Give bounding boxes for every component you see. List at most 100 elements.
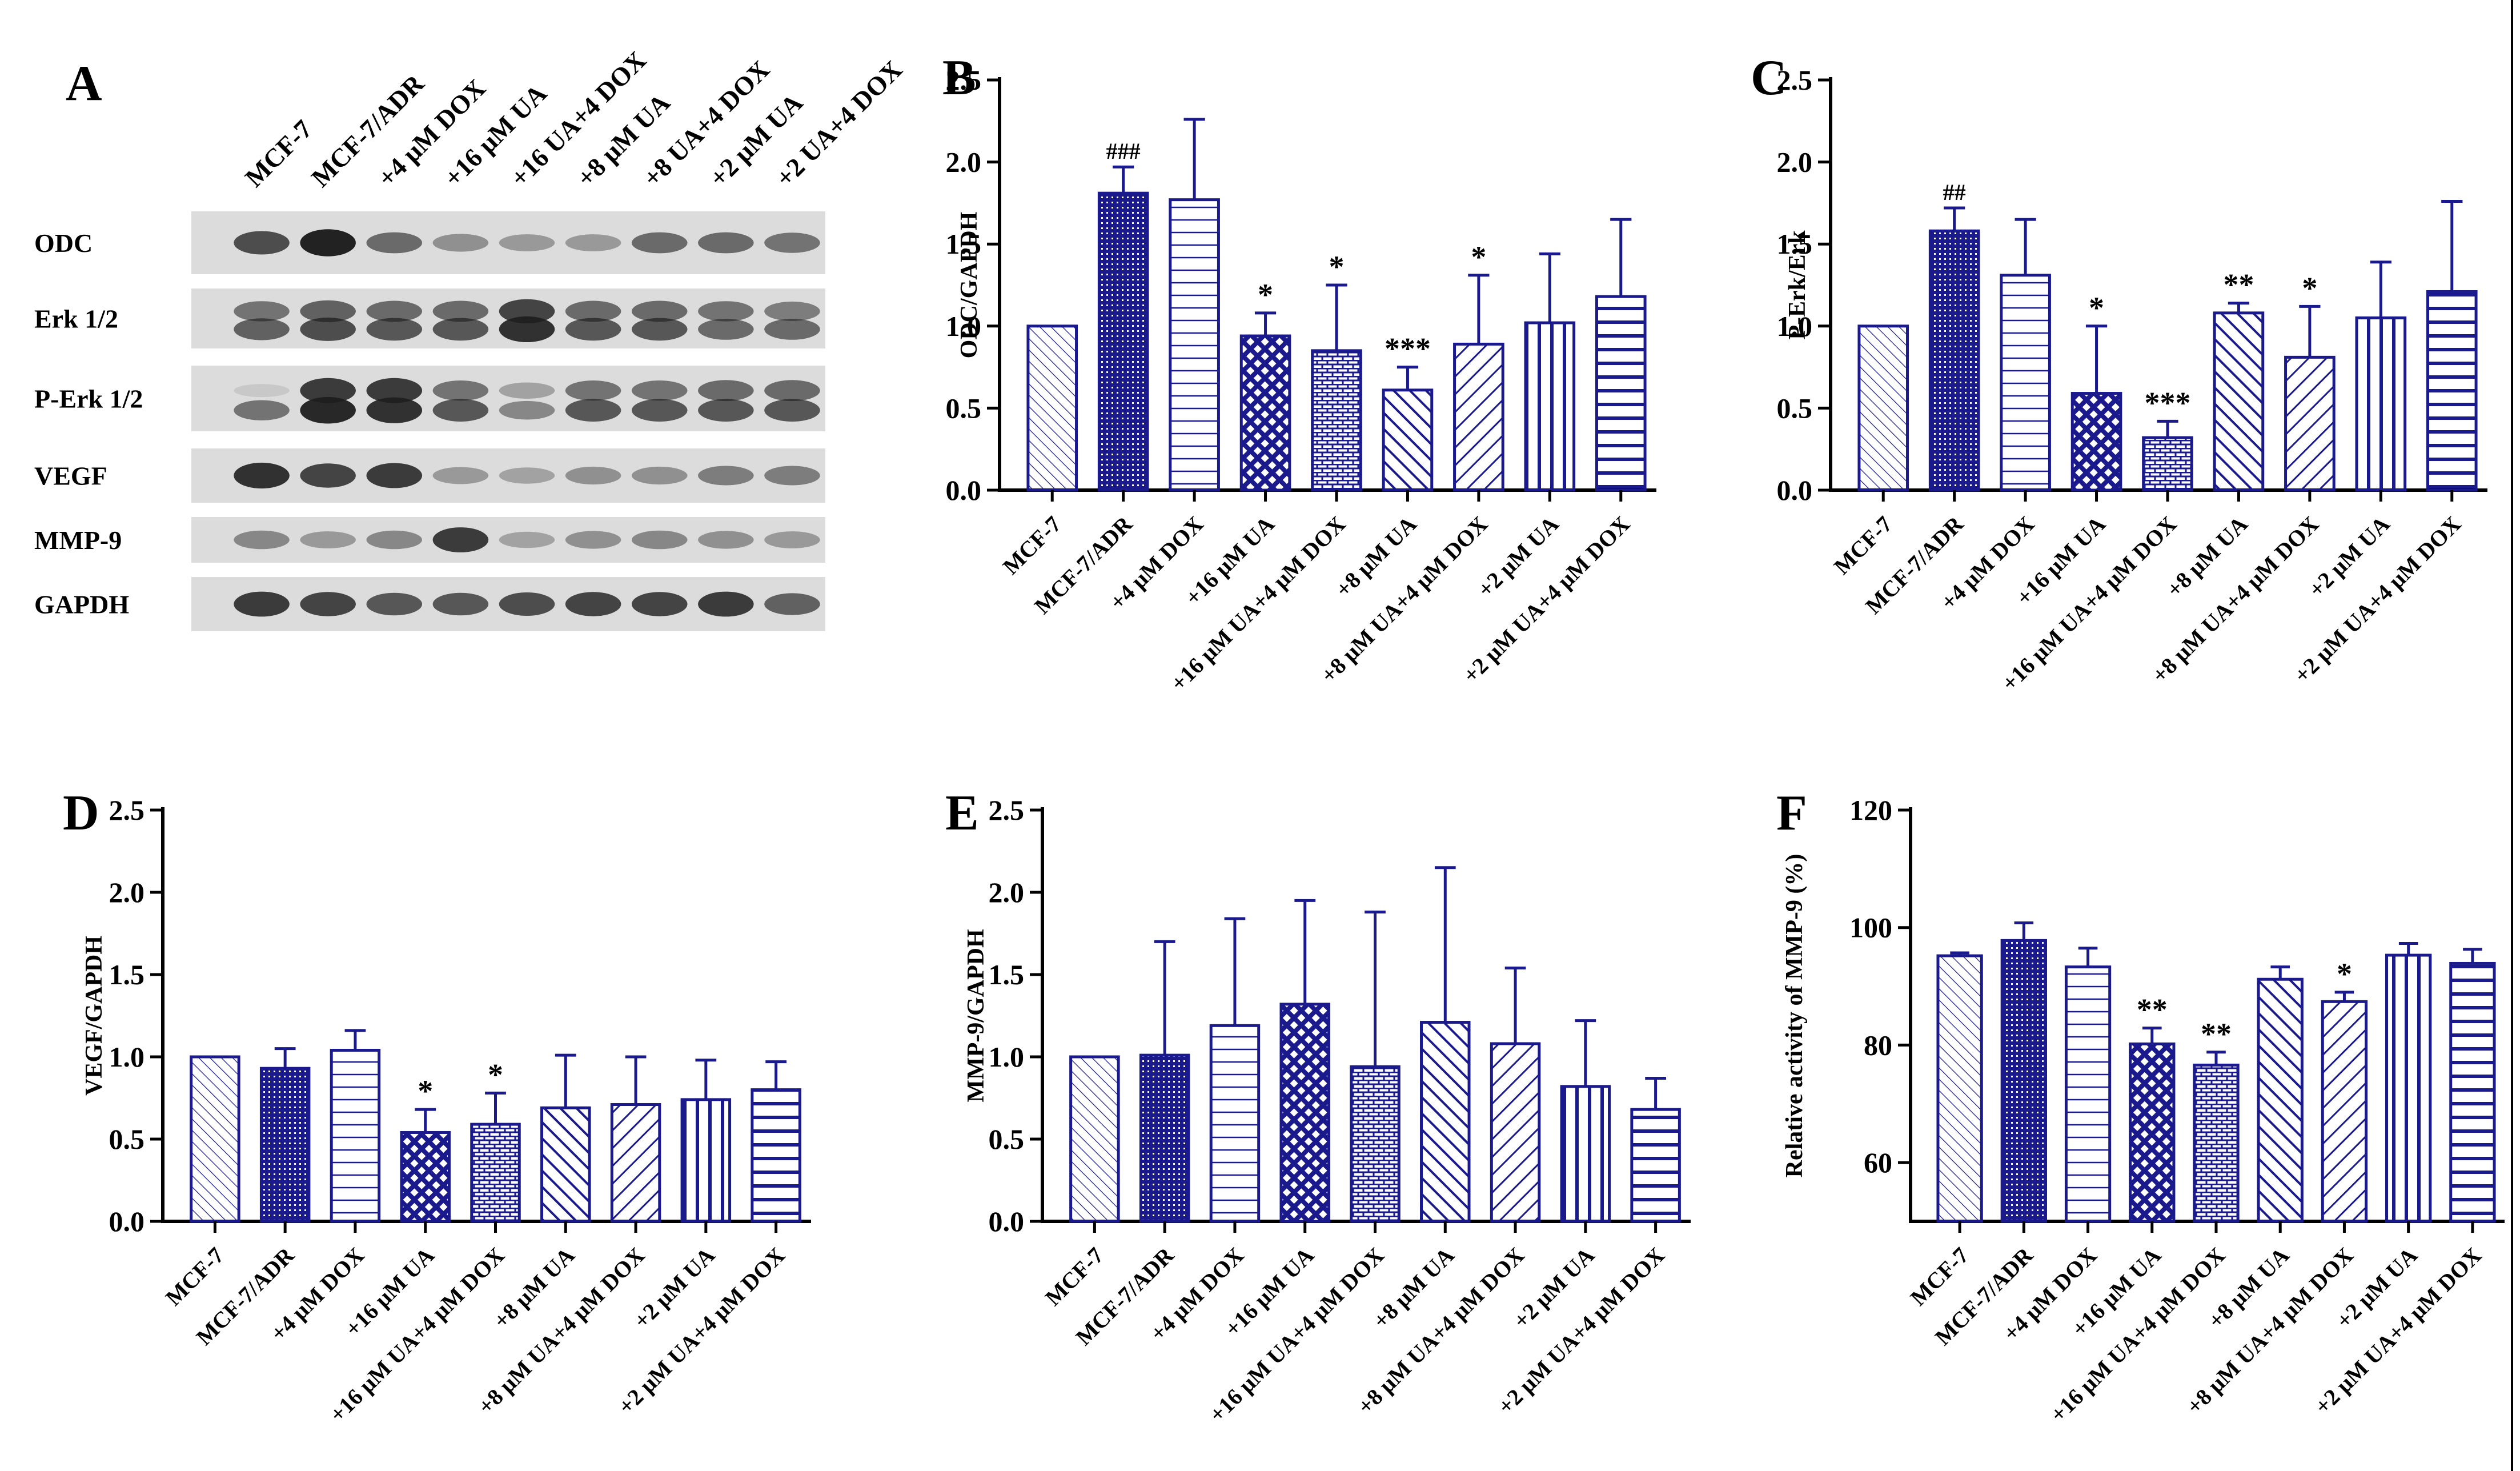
y-tick-label: 1.5 xyxy=(946,228,982,260)
blot-band xyxy=(499,400,555,420)
y-tick-label: 1.5 xyxy=(109,959,145,991)
y-tick-label: 1.0 xyxy=(946,310,982,342)
significance-mark: ** xyxy=(2137,993,2168,1027)
blot-band xyxy=(764,399,820,422)
blot-band xyxy=(300,463,356,488)
bar-plus-16-um-uaplus-4-um-dox xyxy=(1350,1065,1401,1223)
significance-mark: *** xyxy=(1385,332,1431,366)
blot-row-vegf: VEGF xyxy=(34,448,825,503)
bar-plus-16-um-uaplus-4-um-dox xyxy=(470,1123,521,1223)
bar-plus-8-um-ua xyxy=(2257,977,2304,1223)
significance-mark: ### xyxy=(1106,138,1141,164)
blot-rows: ODC Erk 1/2 P-Erk 1/2 VEGF MMP-9 GAPDH xyxy=(34,211,825,631)
y-tick-label: 2.0 xyxy=(1777,146,1813,178)
blot-band xyxy=(432,399,489,422)
panel-letter-c: C xyxy=(1751,50,1787,106)
blot-band xyxy=(366,318,423,341)
y-axis-label: P-Erk/Erk xyxy=(1784,230,1811,340)
y-tick-label: 0.0 xyxy=(989,1205,1025,1237)
blot-band xyxy=(565,234,621,251)
panel-e-mmp9: E0.00.51.01.52.02.5MMP-9/GAPDHMCF-7MCF-7… xyxy=(945,785,1691,1427)
y-axis-label: Relative activity of MMP-9 (%) xyxy=(1781,854,1808,1178)
blot-band xyxy=(764,466,820,486)
panel-letter-e: E xyxy=(945,785,979,841)
bar-plus-2-um-uaplus-4-um-dox xyxy=(751,1088,801,1223)
panel-b-odc: B0.00.51.01.52.02.5ODC/GAPDHMCF-7###MCF-… xyxy=(942,50,1656,696)
blot-band xyxy=(300,378,356,403)
bar-mcf-7-adr xyxy=(259,1067,311,1223)
blot-band xyxy=(764,531,820,548)
panel-f-mmp9-activity: F 60 80 100 120 Relative activity of MMP-9 (%… xyxy=(1776,785,2505,1427)
blot-band xyxy=(499,382,555,399)
blot-label-odc: ODC xyxy=(34,229,93,258)
significance-mark: * xyxy=(2302,271,2317,305)
bar-plus-2-um-ua xyxy=(1560,1085,1611,1223)
y-tick-label: 1.0 xyxy=(109,1041,145,1073)
blot-band xyxy=(631,466,688,485)
blot-band xyxy=(234,530,290,550)
significance-mark: * xyxy=(488,1057,503,1092)
blot-band xyxy=(432,592,489,616)
blot-band xyxy=(764,233,820,253)
y-tick-label: 1.5 xyxy=(1777,228,1813,260)
y-axis-label: ODC/GAPDH xyxy=(956,212,982,359)
bar-plus-8-um-uaplus-4-um-dox xyxy=(1490,1042,1541,1223)
blot-row-odc: ODC xyxy=(34,211,825,274)
bar-plus-16-um-ua xyxy=(1279,1003,1330,1223)
y-tick-label: 2.5 xyxy=(946,64,982,96)
blot-band xyxy=(234,301,290,322)
blot-band xyxy=(631,318,688,341)
blot-band xyxy=(698,232,754,254)
bar-plus-8-um-ua xyxy=(540,1106,591,1223)
blot-band xyxy=(366,463,423,488)
bar-mcf-7 xyxy=(190,1055,240,1223)
y-tick-label: 2.0 xyxy=(989,876,1025,908)
blot-band xyxy=(366,592,423,616)
bar-mcf-7-adr xyxy=(1097,191,1149,492)
blot-band xyxy=(300,229,356,256)
bar-plus-2-um-uaplus-4-um-dox xyxy=(1595,295,1647,492)
y-tick-label: 0.0 xyxy=(109,1205,145,1237)
blot-band xyxy=(366,397,423,423)
blot-band xyxy=(764,593,820,615)
y-tick-label: 100 xyxy=(1849,912,1892,944)
bar-plus-16-um-ua xyxy=(1239,334,1291,492)
bar-plus-8-um-ua xyxy=(1420,1021,1471,1223)
y-tick-label: 1.5 xyxy=(989,959,1025,991)
bar-mcf-7 xyxy=(1857,324,1909,492)
significance-mark: * xyxy=(1329,250,1345,284)
blot-band xyxy=(499,531,555,548)
blot-band xyxy=(432,527,489,552)
blot-band xyxy=(631,399,688,422)
bar-plus-4-um-dox xyxy=(2064,965,2112,1223)
bar-mcf-7 xyxy=(1026,324,1078,492)
y-tick-label: 0.5 xyxy=(109,1123,145,1155)
blot-band xyxy=(300,300,356,323)
blot-band xyxy=(499,316,555,343)
blot-band xyxy=(234,591,290,617)
bar-plus-4-um-dox xyxy=(1169,198,1220,492)
blot-band xyxy=(764,380,820,402)
bar-mcf-7-adr xyxy=(2000,939,2047,1223)
blot-band xyxy=(764,301,820,321)
y-tick-label: 2.5 xyxy=(989,794,1025,826)
bar-plus-2-um-ua xyxy=(2385,953,2432,1223)
y-axis-label: VEGF/GAPDH xyxy=(81,936,107,1096)
y-tick-label: 120 xyxy=(1849,794,1892,826)
bar-mcf-7 xyxy=(1936,954,1983,1223)
x-tick-label-mcf-7: MCF-7 xyxy=(160,1242,229,1311)
y-tick-label: 1.0 xyxy=(1777,310,1813,342)
x-tick-label-mcf-7: MCF-7 xyxy=(1829,511,1897,580)
blot-row-gapdh: GAPDH xyxy=(34,577,825,631)
bar-plus-16-um-uaplus-4-um-dox xyxy=(1311,349,1362,492)
blot-band xyxy=(499,592,555,616)
blot-band xyxy=(234,318,290,340)
lane-label-mcf-7: MCF-7 xyxy=(239,114,318,193)
significance-mark: * xyxy=(418,1074,433,1108)
blot-band xyxy=(631,232,688,254)
blot-band xyxy=(366,300,423,322)
blot-band xyxy=(764,319,820,340)
blot-band xyxy=(565,399,621,422)
